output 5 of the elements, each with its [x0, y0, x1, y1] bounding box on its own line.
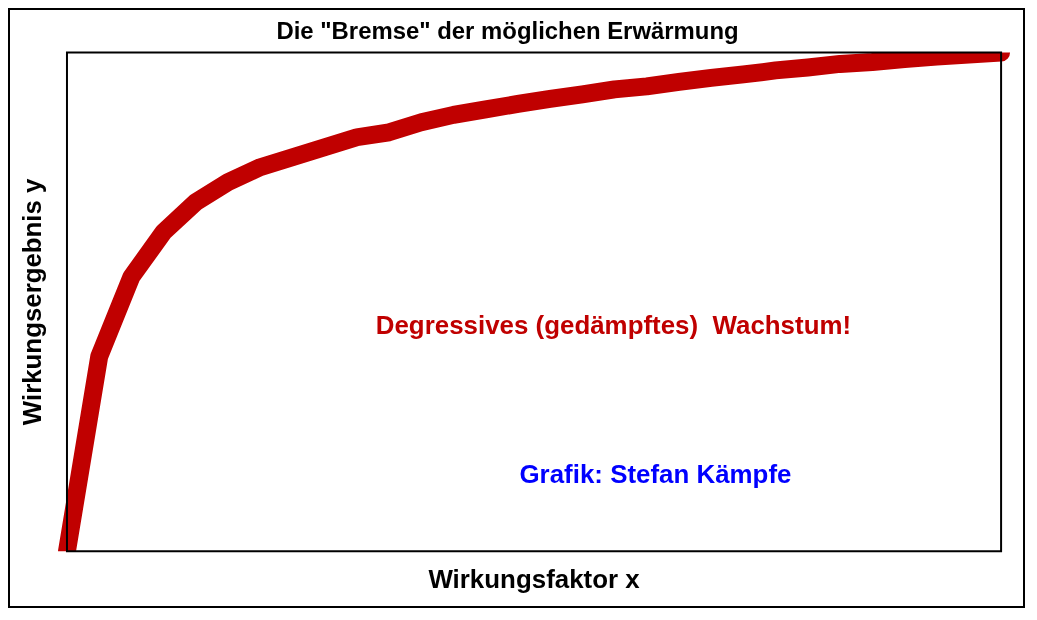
annotation: Degressives (gedämpftes) Wachstum!: [375, 310, 852, 339]
y-axis-title: Wirkungsergebnis y: [17, 177, 46, 426]
chart-title: Die "Bremse" der möglichen Erwärmung: [276, 16, 739, 44]
annotation: Grafik: Stefan Kämpfe: [519, 460, 792, 489]
x-axis-title: Wirkungsfaktor x: [428, 564, 641, 593]
